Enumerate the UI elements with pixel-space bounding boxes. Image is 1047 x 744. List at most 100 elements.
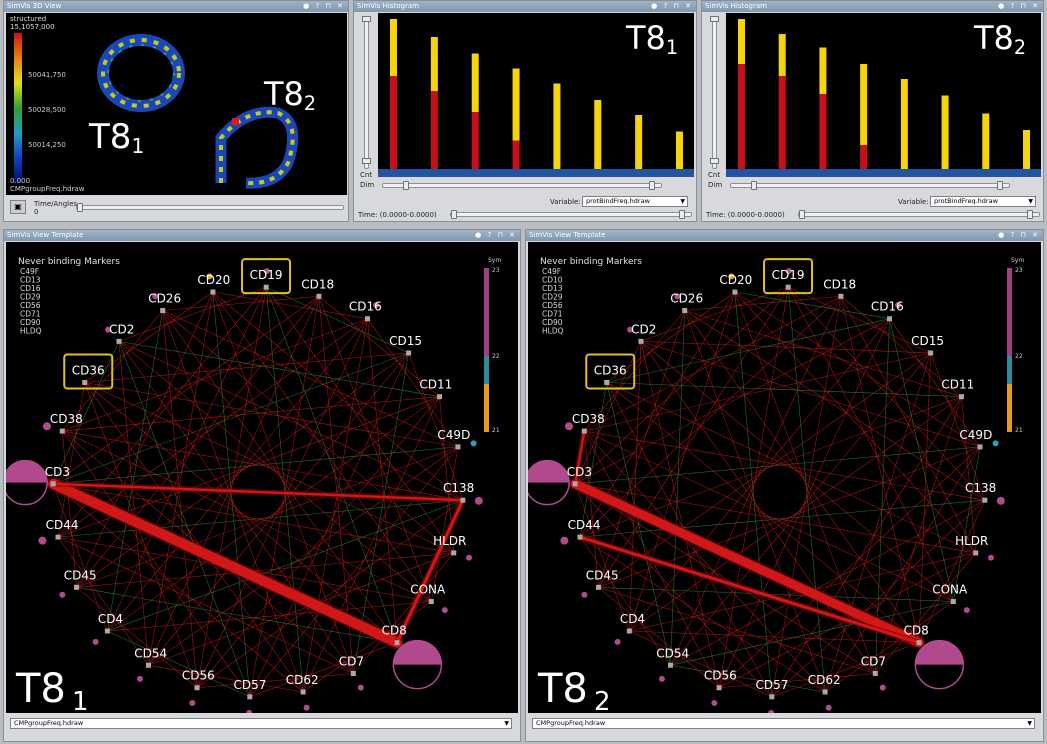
graph2-node-CD7[interactable]: [873, 671, 878, 676]
graph2-node-CD8[interactable]: [917, 640, 922, 645]
graph2-node-CD18[interactable]: [838, 294, 843, 299]
help-icon[interactable]: ?: [1010, 2, 1016, 10]
graph2-dataset-select[interactable]: CMPgroupFreq.hdraw ▼: [532, 718, 1035, 729]
graph1-node-CD57[interactable]: [247, 694, 252, 699]
graph1-node-CD56[interactable]: [195, 685, 200, 690]
graph2-node-CD16[interactable]: [887, 316, 892, 321]
graph2-node-CD15[interactable]: [928, 350, 933, 355]
graph1-node-CD54[interactable]: [146, 663, 151, 668]
pin-icon[interactable]: ⊓: [1020, 231, 1027, 239]
pin-icon[interactable]: ⊓: [497, 231, 504, 239]
graph1-node-CD2[interactable]: [116, 339, 121, 344]
graph1-node-C138[interactable]: [460, 498, 465, 503]
help-icon[interactable]: ?: [487, 231, 493, 239]
help-icon[interactable]: ?: [1010, 231, 1016, 239]
graph2-node-CD54[interactable]: [668, 663, 673, 668]
graph2-node-CD19[interactable]: [786, 285, 791, 290]
view3d-canvas[interactable]: structured 15,1057,000 50041,750 50028,5…: [6, 13, 347, 195]
hist1-cnt-slider[interactable]: [364, 17, 369, 169]
graph2-node-CD45[interactable]: [596, 585, 601, 590]
graph1-node-CD45[interactable]: [74, 585, 79, 590]
hist2-dim-slider[interactable]: [730, 183, 1010, 188]
close-icon[interactable]: ✕: [1032, 2, 1040, 10]
graph2-node-C49D[interactable]: [977, 444, 982, 449]
hist2-variable-select[interactable]: protBindFreq.hdraw ▼: [930, 196, 1036, 207]
graph2-node-CD2[interactable]: [638, 339, 643, 344]
graph1-node-CD11[interactable]: [437, 394, 442, 399]
float-icon[interactable]: ●: [998, 2, 1006, 10]
graph2-node-CD26[interactable]: [682, 308, 687, 313]
hist2-cnt-thumb-bottom[interactable]: [710, 158, 719, 164]
float-icon[interactable]: ●: [998, 231, 1006, 239]
close-icon[interactable]: ✕: [1032, 231, 1040, 239]
graph1-node-CD15[interactable]: [406, 350, 411, 355]
graph2-node-C138[interactable]: [982, 498, 987, 503]
hist1-canvas[interactable]: T81: [378, 13, 694, 177]
graph2-node-CD11[interactable]: [959, 394, 964, 399]
hist2-time-thumb-right[interactable]: [1027, 210, 1033, 219]
graph2-node-CD57[interactable]: [769, 694, 774, 699]
graph2-node-CD38[interactable]: [582, 429, 587, 434]
graph2-canvas[interactable]: CD19 CD18 CD16 CD15 CD11 C49D C138 HLDR CONA CD8 C…: [528, 242, 1041, 713]
graph2-node-CD4[interactable]: [627, 629, 632, 634]
graph1-node-CD7[interactable]: [351, 671, 356, 676]
graph1-node-CD36[interactable]: [82, 380, 87, 385]
float-icon[interactable]: ●: [475, 231, 483, 239]
pin-icon[interactable]: ⊓: [673, 2, 680, 10]
help-icon[interactable]: ?: [663, 2, 669, 10]
hist1-cnt-thumb-top[interactable]: [362, 16, 371, 22]
graph1-node-CD19[interactable]: [264, 285, 269, 290]
hist1-time-thumb-right[interactable]: [679, 210, 685, 219]
graph1-node-CD62[interactable]: [301, 689, 306, 694]
graph1-node-CD4[interactable]: [105, 629, 110, 634]
close-icon[interactable]: ✕: [337, 2, 345, 10]
hist2-cnt-thumb-top[interactable]: [710, 16, 719, 22]
graph2-node-CD62[interactable]: [823, 689, 828, 694]
hist2-titlebar[interactable]: SimVis Histogram ● ? ⊓ ✕: [702, 1, 1043, 12]
time-angles-slider[interactable]: [76, 205, 344, 210]
graph1-node-C49D[interactable]: [455, 444, 460, 449]
graph1-node-CD20[interactable]: [210, 290, 215, 295]
pin-icon[interactable]: ⊓: [1020, 2, 1027, 10]
graph1-node-CD44[interactable]: [56, 535, 61, 540]
graph2-node-CD20[interactable]: [732, 290, 737, 295]
hist2-dim-thumb-left[interactable]: [751, 181, 757, 190]
hist2-cnt-slider[interactable]: [712, 17, 717, 169]
view3d-titlebar[interactable]: SimVis 3D View ● ? ⊓ ✕: [4, 1, 348, 12]
graph1-titlebar[interactable]: SimVis View Template ● ? ⊓ ✕: [4, 230, 520, 241]
hist1-cnt-thumb-bottom[interactable]: [362, 158, 371, 164]
graph2-titlebar[interactable]: SimVis View Template ● ? ⊓ ✕: [526, 230, 1043, 241]
hist1-dim-thumb-left[interactable]: [403, 181, 409, 190]
hist2-dim-thumb-right[interactable]: [997, 181, 1003, 190]
graph1-node-CD16[interactable]: [365, 316, 370, 321]
pin-icon[interactable]: ⊓: [325, 2, 332, 10]
graph2-node-HLDR[interactable]: [973, 550, 978, 555]
graph1-node-CD3[interactable]: [51, 481, 56, 486]
hist2-canvas[interactable]: T82: [726, 13, 1041, 177]
time-angles-thumb[interactable]: [77, 203, 83, 212]
graph1-canvas[interactable]: CD19 CD18 CD16 CD15 CD11 C49D C138 HLDR CONA CD8 C…: [6, 242, 518, 713]
graph1-dataset-select[interactable]: CMPgroupFreq.hdraw ▼: [10, 718, 512, 729]
graph1-node-CD18[interactable]: [316, 294, 321, 299]
hist1-time-slider[interactable]: [450, 212, 692, 217]
hist1-variable-select[interactable]: protBindFreq.hdraw ▼: [582, 196, 688, 207]
float-icon[interactable]: ●: [303, 2, 311, 10]
hist2-time-slider[interactable]: [798, 212, 1040, 217]
graph2-node-CD44[interactable]: [578, 535, 583, 540]
hist1-dim-thumb-right[interactable]: [649, 181, 655, 190]
graph2-node-CD56[interactable]: [717, 685, 722, 690]
help-icon[interactable]: ?: [315, 2, 321, 10]
hist1-titlebar[interactable]: SimVis Histogram ● ? ⊓ ✕: [354, 1, 696, 12]
graph1-node-CD38[interactable]: [60, 429, 65, 434]
graph1-node-CD26[interactable]: [160, 308, 165, 313]
graph1-node-HLDR[interactable]: [451, 550, 456, 555]
close-icon[interactable]: ✕: [685, 2, 693, 10]
hist1-time-thumb-left[interactable]: [451, 210, 457, 219]
hist2-time-thumb-left[interactable]: [799, 210, 805, 219]
graph2-node-CD3[interactable]: [573, 481, 578, 486]
graph1-node-CD8[interactable]: [395, 640, 400, 645]
camera-icon[interactable]: ▣: [10, 200, 26, 214]
close-icon[interactable]: ✕: [509, 231, 517, 239]
float-icon[interactable]: ●: [651, 2, 659, 10]
graph2-node-CONA[interactable]: [951, 599, 956, 604]
